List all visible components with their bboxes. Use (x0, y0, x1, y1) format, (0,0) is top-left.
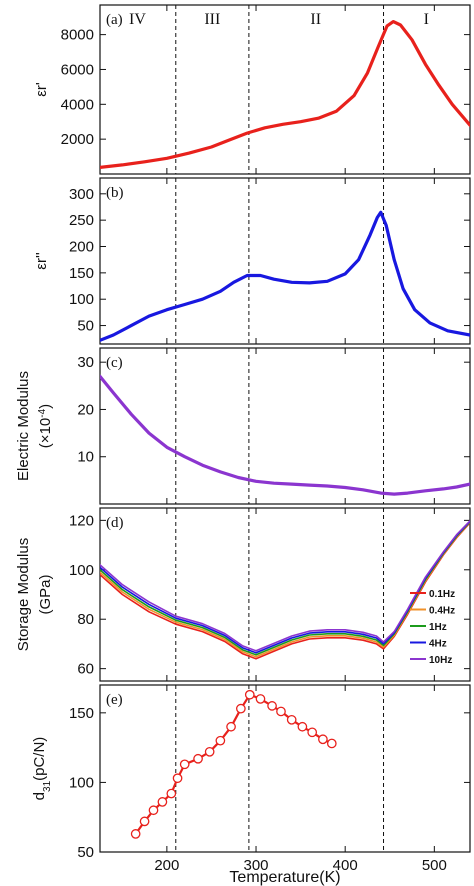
data-point (172, 773, 183, 784)
y-tick-label: 6000 (61, 61, 94, 78)
panel-letter: (a) (106, 12, 123, 28)
y-tick-label: 80 (77, 611, 94, 628)
x-tick-label: 300 (244, 857, 269, 874)
y-tick-label: 150 (69, 705, 94, 722)
series-group (100, 210, 470, 342)
region-label: III (204, 11, 220, 28)
data-point (204, 746, 215, 757)
legend-entry: 4Hz (429, 639, 447, 650)
region-label: IV (129, 11, 146, 28)
y-tick-label: 4000 (61, 96, 94, 113)
y-axis-label-unit: (GPa) (37, 574, 54, 614)
y-axis-symbol: d (31, 792, 48, 800)
y-axis-label: εr'' (33, 252, 50, 270)
legend-entry: 0.4Hz (429, 606, 455, 617)
data-point (215, 735, 226, 746)
series-line (100, 521, 470, 656)
y-tick-label: 20 (77, 401, 94, 418)
data-point (307, 727, 318, 738)
y-axis-unit-close: ) (37, 404, 54, 409)
y-axis-subscript: 31 (42, 780, 53, 792)
data-point (193, 753, 203, 764)
x-tick-label: 500 (422, 857, 447, 874)
panel-letter: (c) (106, 355, 123, 371)
panel-frame (99, 347, 471, 505)
data-point (255, 694, 266, 704)
panel-letter: (e) (106, 692, 123, 708)
y-tick-label: 200 (69, 239, 94, 256)
y-axis-unit-exponent: -4 (37, 408, 48, 417)
data-point (318, 734, 328, 745)
y-axis-unit: (pC/N) (31, 737, 48, 781)
panel-letter: (d) (106, 515, 124, 531)
data-point (297, 721, 308, 732)
y-tick-label: 2000 (61, 131, 94, 148)
legend-entry: 1Hz (429, 622, 447, 633)
y-tick-label: 100 (69, 562, 94, 579)
legend-entry: 10Hz (429, 655, 452, 666)
y-tick-label: 8000 (61, 27, 94, 44)
series-group (100, 20, 470, 169)
data-point (226, 721, 236, 732)
series-line (134, 693, 333, 835)
y-tick-label: 60 (77, 661, 94, 678)
y-tick-label: 250 (69, 212, 94, 229)
panel-letter: (b) (106, 185, 124, 201)
y-tick-label: 50 (77, 318, 94, 335)
series-group (130, 689, 337, 839)
data-point (236, 703, 246, 714)
region-label: I (424, 11, 429, 28)
y-tick-label: 100 (69, 774, 94, 791)
series-line (100, 520, 470, 654)
data-point (148, 805, 159, 816)
x-axis-label: Temperature(K) (229, 869, 340, 886)
y-axis-label: Electric Modulus (15, 371, 32, 481)
series-group (100, 374, 470, 496)
series-line (100, 521, 470, 658)
panel-frame (99, 177, 471, 345)
region-label: II (310, 11, 321, 28)
series-line (100, 374, 470, 496)
data-point (267, 701, 277, 711)
y-axis-unit-text: (×10 (37, 418, 54, 448)
data-point (157, 797, 168, 807)
y-axis-unit-text: (GPa) (37, 574, 54, 614)
y-axis-label: εr' (33, 82, 50, 97)
x-tick-label: 200 (154, 857, 179, 874)
y-tick-label: 50 (77, 844, 94, 861)
data-point (179, 759, 190, 770)
y-tick-label: 100 (69, 291, 94, 308)
series-line (100, 20, 470, 169)
data-point (139, 816, 150, 827)
y-axis-label: d31(pC/N) (31, 737, 53, 801)
y-axis-label: Storage Modulus (15, 538, 32, 651)
y-axis-label-unit: (×10-4) (37, 404, 55, 448)
panel-frame (99, 4, 471, 175)
data-point (130, 829, 141, 839)
x-tick-label: 400 (333, 857, 358, 874)
series-line (100, 520, 470, 652)
series-group (100, 520, 470, 660)
panel-frame (99, 507, 471, 682)
data-point (326, 738, 337, 749)
data-point (166, 788, 177, 799)
legend-entry: 0.1Hz (429, 589, 455, 600)
y-tick-label: 300 (69, 186, 94, 203)
data-point (244, 689, 255, 700)
series-line (100, 210, 470, 342)
data-point (276, 706, 286, 717)
y-tick-label: 150 (69, 265, 94, 282)
data-point (286, 714, 297, 725)
y-tick-label: 10 (77, 449, 94, 466)
y-tick-label: 30 (77, 354, 94, 371)
y-tick-label: 120 (69, 512, 94, 529)
panel-frame (99, 684, 471, 853)
